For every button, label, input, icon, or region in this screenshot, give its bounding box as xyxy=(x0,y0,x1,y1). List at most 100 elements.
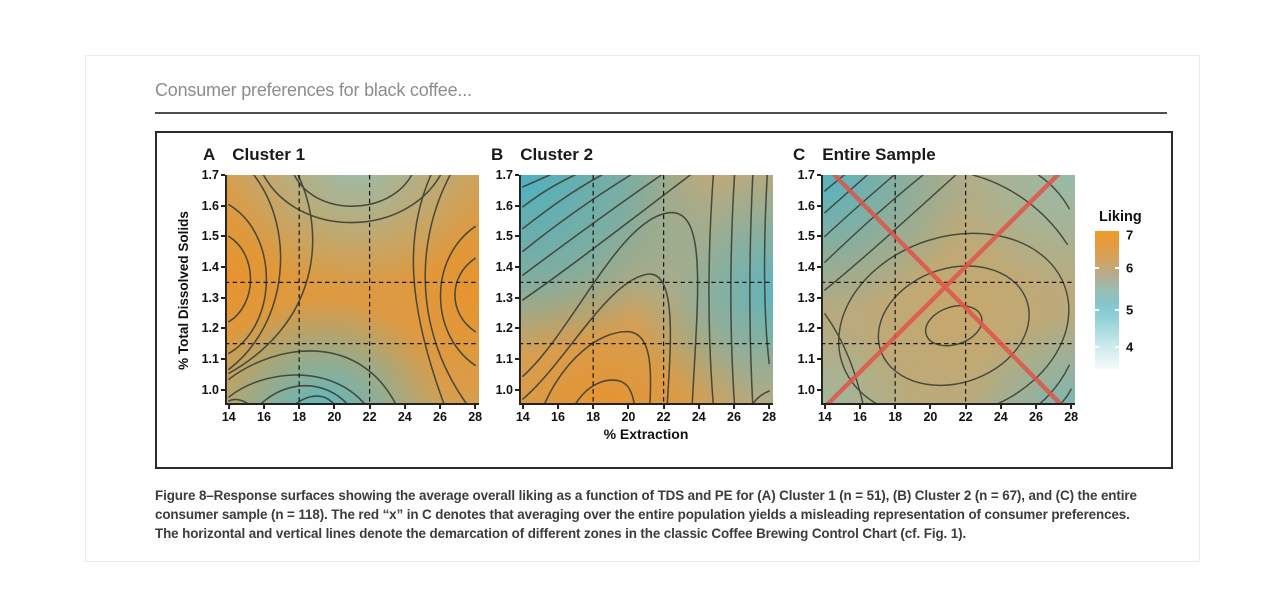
red-x-overlay xyxy=(824,175,1064,405)
y-tick: 1.0 xyxy=(798,383,821,397)
panel-cluster2: B Cluster 2 1.7 1.6 1.5 1.4 1.3 1.2 1.1 … xyxy=(489,145,776,442)
x-tick: 16 xyxy=(853,405,867,424)
colorbar-tick-mark xyxy=(1095,267,1119,269)
x-tick: 18 xyxy=(586,405,600,424)
figure-box: A Cluster 1 % Total Dissolved Solids 1.7… xyxy=(155,131,1173,469)
legend-title: Liking xyxy=(1099,209,1142,225)
x-tick: 18 xyxy=(292,405,306,424)
entire-sample-contour-plot xyxy=(821,175,1075,405)
colorbar-tick-mark xyxy=(1095,309,1119,311)
colorbar-tick-label: 7 xyxy=(1126,227,1134,243)
cluster1-contour-plot xyxy=(225,175,479,405)
cluster1-contour-lines xyxy=(228,175,476,405)
x-tick: 20 xyxy=(621,405,635,424)
y-tick: 1.6 xyxy=(496,199,519,213)
brewing-chart-reference-lines xyxy=(225,175,479,405)
x-tick: 24 xyxy=(398,405,412,424)
y-tick: 1.4 xyxy=(798,260,821,274)
liking-colorbar-legend: Liking 7 6 5 4 xyxy=(1095,209,1161,369)
colorbar-tick-label: 6 xyxy=(1126,260,1134,276)
colorbar-tick-label: 5 xyxy=(1126,302,1134,318)
cluster2-contour-svg xyxy=(519,175,773,405)
x-tick: 28 xyxy=(1064,405,1078,424)
panel-entire-sample-title: C Entire Sample xyxy=(791,145,1075,169)
x-tick: 24 xyxy=(994,405,1008,424)
y-axis-ticks: 1.7 1.6 1.5 1.4 1.3 1.2 1.1 1.0 xyxy=(489,168,519,405)
y-tick: 1.2 xyxy=(798,321,821,335)
y-tick: 1.5 xyxy=(202,229,225,243)
panel-name: Entire Sample xyxy=(822,145,936,164)
x-tick: 22 xyxy=(657,405,671,424)
caption-line: consumer sample (n = 118). The red “x” i… xyxy=(155,507,1130,523)
cluster2-contour-plot xyxy=(519,175,773,405)
y-tick: 1.4 xyxy=(496,260,519,274)
y-tick: 1.2 xyxy=(202,321,225,335)
x-tick: 26 xyxy=(1029,405,1043,424)
panel-cluster1: A Cluster 1 % Total Dissolved Solids 1.7… xyxy=(171,145,483,425)
colorbar-tick-labels: 7 6 5 4 xyxy=(1126,227,1144,369)
y-tick: 1.7 xyxy=(798,168,821,182)
x-tick: 20 xyxy=(923,405,937,424)
y-tick: 1.3 xyxy=(496,291,519,305)
x-tick: 16 xyxy=(257,405,271,424)
figure-caption: Figure 8–Response surfaces showing the a… xyxy=(155,486,1179,543)
x-tick: 16 xyxy=(551,405,565,424)
x-tick: 22 xyxy=(363,405,377,424)
y-tick: 1.1 xyxy=(202,352,225,366)
x-axis-ticks: 14 16 18 20 22 24 26 28 xyxy=(516,405,776,425)
x-tick: 28 xyxy=(762,405,776,424)
y-tick: 1.2 xyxy=(496,321,519,335)
y-tick: 1.1 xyxy=(798,352,821,366)
header-rule xyxy=(155,112,1167,114)
cluster2-contour-lines xyxy=(522,175,770,405)
panel-letter: A xyxy=(203,145,216,164)
colorbar-tick-label: 4 xyxy=(1126,339,1134,355)
entire-sample-contour-svg xyxy=(821,175,1075,405)
x-tick: 28 xyxy=(468,405,482,424)
brewing-chart-reference-lines xyxy=(821,175,1075,405)
y-tick: 1.4 xyxy=(202,260,225,274)
y-tick: 1.3 xyxy=(798,291,821,305)
panel-letter: B xyxy=(491,145,504,164)
y-axis-ticks: 1.7 1.6 1.5 1.4 1.3 1.2 1.1 1.0 xyxy=(791,168,821,405)
y-tick: 1.6 xyxy=(202,199,225,213)
x-axis-ticks: 14 16 18 20 22 24 26 28 xyxy=(222,405,482,425)
panel-cluster2-title: B Cluster 2 xyxy=(489,145,773,169)
panel-cluster1-title: A Cluster 1 xyxy=(171,145,479,169)
y-axis-ticks: 1.7 1.6 1.5 1.4 1.3 1.2 1.1 1.0 xyxy=(195,168,225,405)
x-tick: 20 xyxy=(327,405,341,424)
panel-letter: C xyxy=(793,145,806,164)
y-tick: 1.7 xyxy=(202,168,225,182)
y-tick: 1.5 xyxy=(798,229,821,243)
y-tick: 1.5 xyxy=(496,229,519,243)
x-axis-ticks: 14 16 18 20 22 24 26 28 xyxy=(818,405,1078,425)
y-tick: 1.7 xyxy=(496,168,519,182)
x-tick: 14 xyxy=(222,405,236,424)
y-tick: 1.6 xyxy=(798,199,821,213)
caption-line: The horizontal and vertical lines denote… xyxy=(155,526,967,542)
running-header: Consumer preferences for black coffee... xyxy=(155,80,472,100)
y-tick: 1.1 xyxy=(496,352,519,366)
x-tick: 14 xyxy=(516,405,530,424)
cluster1-contour-svg xyxy=(225,175,479,405)
y-axis-label: % Total Dissolved Solids xyxy=(175,210,191,370)
y-tick: 1.0 xyxy=(496,383,519,397)
panel-name: Cluster 2 xyxy=(520,145,594,164)
journal-page: Consumer preferences for black coffee...… xyxy=(85,55,1200,562)
panel-entire-sample: C Entire Sample 1.7 1.6 1.5 1.4 1.3 1.2 … xyxy=(791,145,1078,425)
x-tick: 14 xyxy=(818,405,832,424)
x-tick: 24 xyxy=(692,405,706,424)
x-tick: 18 xyxy=(888,405,902,424)
panel-name: Cluster 1 xyxy=(232,145,306,164)
y-tick: 1.3 xyxy=(202,291,225,305)
colorbar-tick-mark xyxy=(1095,346,1119,348)
y-tick: 1.0 xyxy=(202,383,225,397)
liking-colorbar xyxy=(1095,231,1119,369)
brewing-chart-reference-lines xyxy=(519,175,773,405)
x-axis-label: % Extraction xyxy=(603,426,689,442)
caption-line: Figure 8–Response surfaces showing the a… xyxy=(155,488,1137,503)
x-tick: 26 xyxy=(727,405,741,424)
x-tick: 22 xyxy=(959,405,973,424)
x-tick: 26 xyxy=(433,405,447,424)
